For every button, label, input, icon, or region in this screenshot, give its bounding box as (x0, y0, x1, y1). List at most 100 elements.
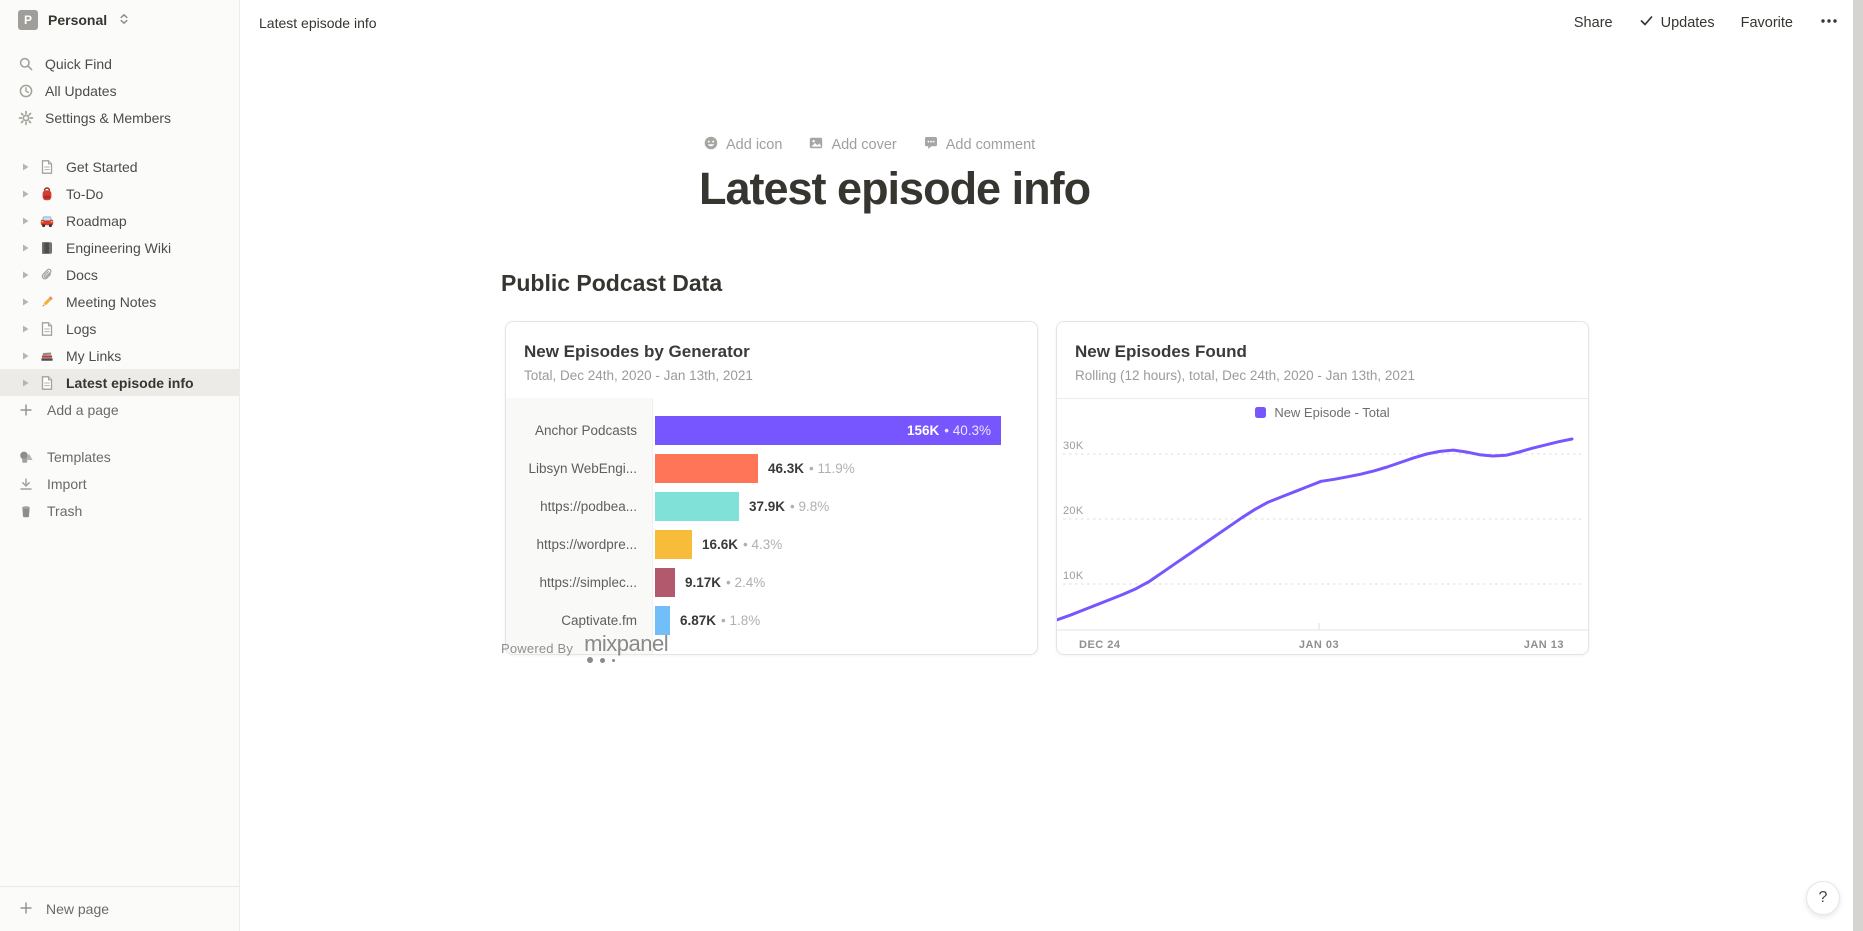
books-icon (38, 347, 56, 365)
toggle-icon[interactable] (16, 185, 34, 203)
sidebar-nav: Quick Find All Updates Settings & Member… (0, 50, 239, 131)
line-series[interactable] (1057, 437, 1574, 622)
emoji-face-icon (703, 135, 719, 155)
line-chart-subtitle: Rolling (12 hours), total, Dec 24th, 202… (1075, 368, 1415, 383)
line-chart-card[interactable]: New Episodes Found Rolling (12 hours), t… (1056, 321, 1589, 655)
section-heading[interactable]: Public Podcast Data (501, 270, 723, 296)
sidebar-tools: Templates Import Trash (0, 443, 239, 524)
add-a-page-button[interactable]: Add a page (0, 396, 239, 423)
bar-percent: • 11.9% (809, 460, 855, 476)
help-button[interactable]: ? (1806, 881, 1840, 915)
mixpanel-logo-dots (587, 657, 668, 663)
bar-row[interactable]: https://wordpre... 16.6K • 4.3% (506, 525, 1037, 563)
more-options-button[interactable] (1819, 13, 1839, 33)
templates-icon (18, 449, 34, 465)
sidebar-page-label: Get Started (66, 158, 138, 175)
bar-chart-title: New Episodes by Generator (524, 342, 750, 361)
toggle-icon[interactable] (16, 320, 34, 338)
check-icon (1639, 13, 1654, 32)
sidebar-page-roadmap[interactable]: Roadmap (0, 207, 239, 234)
sidebar-item-all-updates[interactable]: All Updates (0, 77, 239, 104)
toggle-icon[interactable] (16, 347, 34, 365)
bar[interactable] (655, 605, 670, 635)
toggle-icon[interactable] (16, 239, 34, 257)
plus-icon (18, 402, 34, 418)
powered-by-label: Powered By (501, 641, 574, 656)
bar-row[interactable]: Anchor Podcasts 156K • 40.3% (506, 411, 1037, 449)
line-chart-header: New Episodes Found Rolling (12 hours), t… (1057, 322, 1588, 383)
sidebar-page-label: Latest episode info (66, 374, 194, 391)
sidebar-page-docs[interactable]: Docs (0, 261, 239, 288)
workspace-switcher[interactable]: P Personal (0, 0, 239, 38)
sidebar-pages: Get Started To-Do Roadmap Engineering Wi… (0, 153, 239, 396)
sidebar-item-templates[interactable]: Templates (0, 443, 239, 470)
toggle-icon[interactable] (16, 374, 34, 392)
sidebar-page-to-do[interactable]: To-Do (0, 180, 239, 207)
x-axis-tick-label: DEC 24 (1079, 639, 1121, 651)
bar[interactable] (655, 453, 758, 483)
sidebar-page-get-started[interactable]: Get Started (0, 153, 239, 180)
bar-row[interactable]: Libsyn WebEngi... 46.3K • 11.9% (506, 449, 1037, 487)
breadcrumb[interactable]: Latest episode info (259, 14, 377, 31)
new-page-button[interactable]: New page (0, 886, 239, 931)
page-title[interactable]: Latest episode info (699, 163, 1091, 214)
updates-button[interactable]: Updates (1639, 13, 1715, 32)
import-icon (18, 476, 34, 492)
bar[interactable] (655, 567, 675, 597)
toggle-icon[interactable] (16, 158, 34, 176)
clock-icon (18, 83, 34, 99)
add-cover-button[interactable]: Add cover (804, 132, 900, 158)
toggle-icon[interactable] (16, 293, 34, 311)
bar-category-label: Libsyn WebEngi... (528, 460, 637, 476)
bar[interactable] (655, 491, 739, 521)
notebook-icon (38, 239, 56, 257)
sidebar-item-settings-members[interactable]: Settings & Members (0, 104, 239, 131)
share-button[interactable]: Share (1573, 14, 1613, 31)
bar-percent: • 9.8% (790, 498, 830, 514)
bar-percent: • 1.8% (721, 612, 761, 628)
bar-chart-card[interactable]: New Episodes by Generator Total, Dec 24t… (505, 321, 1038, 655)
sidebar-page-meeting-notes[interactable]: Meeting Notes (0, 288, 239, 315)
bar-value: 16.6K (702, 536, 739, 552)
sidebar-item-label: Quick Find (45, 55, 112, 72)
bar-value: 6.87K (680, 612, 717, 628)
paperclip-icon (38, 266, 56, 284)
bar-row[interactable]: https://podbea... 37.9K • 9.8% (506, 487, 1037, 525)
sidebar-page-my-links[interactable]: My Links (0, 342, 239, 369)
pencil-icon (38, 293, 56, 311)
sidebar-item-quick-find[interactable]: Quick Find (0, 50, 239, 77)
mixpanel-logo[interactable]: mixpanel (584, 631, 669, 663)
toggle-icon[interactable] (16, 266, 34, 284)
sidebar-item-import[interactable]: Import (0, 470, 239, 497)
add-icon-button[interactable]: Add icon (699, 132, 786, 158)
y-axis-tick-label: 10K (1063, 570, 1084, 582)
bar-track: 9.17K • 2.4% (652, 567, 1037, 597)
bar[interactable] (655, 529, 692, 559)
sidebar-page-label: Engineering Wiki (66, 239, 172, 256)
main-area: Latest episode info Share Updates Favori… (240, 0, 1863, 931)
add-comment-button[interactable]: Add comment (919, 132, 1039, 158)
powered-by-row: Powered By mixpanel (501, 631, 669, 663)
vertical-scrollbar[interactable] (1853, 0, 1863, 931)
bar-percent: • 2.4% (726, 574, 766, 590)
sidebar-page-latest-episode-info[interactable]: Latest episode info (0, 369, 239, 396)
line-chart-title: New Episodes Found (1075, 342, 1247, 361)
sidebar-page-engineering-wiki[interactable]: Engineering Wiki (0, 234, 239, 261)
bar-row[interactable]: Captivate.fm 6.87K • 1.8% (506, 601, 1037, 639)
updates-label: Updates (1660, 14, 1715, 31)
line-chart-plot: 10K 20K 30K DEC 24 JAN 03 JAN 13 (1057, 437, 1588, 651)
image-icon (808, 135, 824, 155)
bar-category-label: https://simplec... (539, 574, 637, 590)
sidebar-page-logs[interactable]: Logs (0, 315, 239, 342)
bar-chart-header: New Episodes by Generator Total, Dec 24t… (506, 322, 1037, 383)
sidebar-item-trash[interactable]: Trash (0, 497, 239, 524)
bar-category-label: https://podbea... (540, 498, 637, 514)
favorite-button[interactable]: Favorite (1740, 14, 1793, 31)
bar[interactable]: 156K • 40.3% (655, 415, 1001, 445)
mixpanel-wordmark: mixpanel (584, 631, 669, 656)
sidebar-page-label: Logs (66, 320, 97, 337)
bar-row[interactable]: https://simplec... 9.17K • 2.4% (506, 563, 1037, 601)
page-icon (38, 320, 56, 338)
toggle-icon[interactable] (16, 212, 34, 230)
